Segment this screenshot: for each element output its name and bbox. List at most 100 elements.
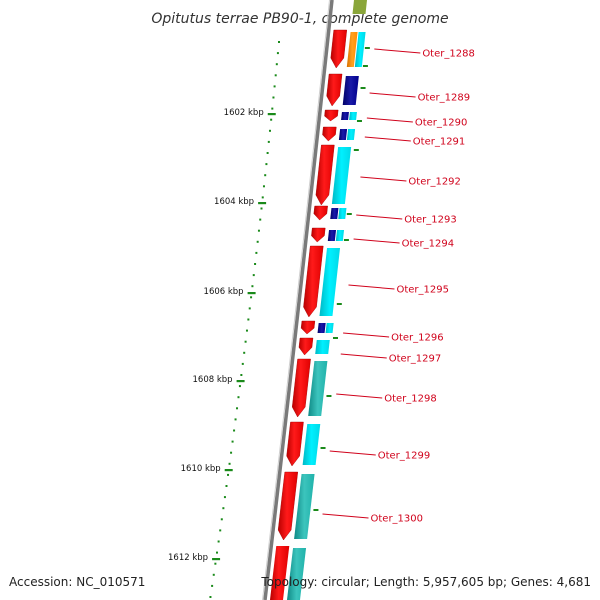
- gene-Oter_1290[interactable]: [324, 109, 357, 122]
- cds-arrow: [324, 109, 339, 122]
- gene-track: [270, 0, 367, 600]
- cog-tick: [313, 509, 319, 511]
- cds-arrow: [270, 546, 290, 600]
- cog-bar: [294, 474, 315, 539]
- gene-label[interactable]: Oter_1296: [391, 333, 444, 344]
- minor-tick: [273, 85, 276, 88]
- minor-tick: [248, 307, 251, 310]
- minor-tick: [266, 152, 269, 154]
- cog-bar: [331, 147, 352, 204]
- label-leader: [353, 238, 400, 244]
- gene-Oter_1295[interactable]: [303, 245, 341, 318]
- gene-Oter_1294[interactable]: [311, 227, 345, 243]
- gene-label[interactable]: Oter_1298: [384, 394, 437, 405]
- minor-tick: [241, 362, 244, 365]
- cog-bar: [335, 230, 345, 241]
- cog-tick: [320, 447, 326, 449]
- label-leader: [366, 117, 413, 123]
- gene-label[interactable]: Oter_1300: [371, 514, 424, 525]
- gene-label[interactable]: Oter_1294: [402, 239, 455, 250]
- label-leader: [364, 136, 411, 142]
- gene-Oter_1292[interactable]: [315, 144, 352, 206]
- major-tick: [212, 558, 221, 561]
- gene-Oter_1300[interactable]: [277, 471, 315, 541]
- cds-arrow: [322, 126, 337, 142]
- minor-tick: [262, 185, 265, 188]
- gene-label[interactable]: Oter_1289: [418, 93, 471, 104]
- gene-Oter_1288[interactable]: [330, 29, 366, 69]
- minor-tick: [240, 374, 243, 376]
- minor-tick: [255, 251, 258, 254]
- gene-Oter_1299[interactable]: [286, 421, 321, 467]
- gene-label[interactable]: Oter_1295: [396, 285, 449, 296]
- cog-bar: [325, 323, 334, 333]
- cog-bar: [308, 361, 328, 416]
- minor-tick: [237, 396, 240, 399]
- label-leader: [360, 176, 407, 182]
- cds-arrow: [313, 205, 328, 221]
- gene-Oter_1291[interactable]: [322, 126, 356, 142]
- label-leader: [340, 353, 387, 359]
- minor-tick: [260, 207, 263, 210]
- cog-tick: [356, 120, 362, 122]
- minor-tick: [271, 107, 274, 110]
- gene-label[interactable]: Oter_1288: [422, 49, 475, 60]
- map-title: Opitutus terrae PB90-1, complete genome: [151, 11, 448, 27]
- label-leader: [322, 513, 369, 519]
- minor-tick: [217, 540, 220, 543]
- cog-bar: [354, 32, 366, 67]
- label-leader: [343, 332, 390, 338]
- cog-bar: [349, 112, 357, 120]
- gene-Oter_1298[interactable]: [292, 358, 328, 418]
- topology-text: Topology: circular; Length: 5,957,605 bp…: [260, 575, 591, 589]
- gene-Oter_1289[interactable]: [326, 73, 359, 107]
- gene-label[interactable]: Oter_1292: [408, 177, 461, 188]
- cog-bar: [302, 424, 321, 465]
- cog-bar: [315, 340, 330, 354]
- minor-tick: [238, 385, 241, 388]
- minor-tick: [212, 573, 215, 576]
- cds-arrow: [326, 73, 343, 107]
- cds-arrow: [300, 320, 316, 335]
- major-tick: [247, 292, 256, 295]
- genome-backbone-shadow: [262, 0, 330, 600]
- cog-tick: [364, 47, 370, 49]
- gene-Oter_1296[interactable]: [300, 320, 334, 335]
- minor-tick: [254, 263, 257, 265]
- major-tick: [267, 113, 276, 116]
- minor-tick: [220, 518, 223, 521]
- gene-label[interactable]: Oter_1290: [415, 118, 468, 129]
- minor-tick: [243, 351, 246, 354]
- gene-label[interactable]: Oter_1297: [389, 354, 442, 365]
- gene-partial[interactable]: [270, 546, 307, 600]
- minor-tick: [227, 473, 230, 476]
- minor-tick: [274, 74, 277, 77]
- cds-arrow: [311, 227, 326, 243]
- scale-ticks: [209, 41, 370, 598]
- scale-label: 1606 kbp: [204, 287, 244, 297]
- cds-arrow: [315, 144, 335, 206]
- minor-tick: [222, 507, 225, 510]
- label-leader: [356, 214, 403, 220]
- gene-Oter_1293[interactable]: [313, 205, 347, 221]
- gene-label[interactable]: Oter_1291: [413, 137, 466, 148]
- scale-label: 1602 kbp: [224, 108, 264, 118]
- cds-arrow: [277, 471, 299, 541]
- minor-tick: [252, 274, 255, 277]
- minor-tick: [272, 96, 275, 99]
- label-leader: [369, 92, 416, 98]
- minor-tick: [219, 529, 222, 532]
- cog-bar: [330, 208, 339, 219]
- gene-label[interactable]: Oter_1299: [378, 451, 431, 462]
- minor-tick: [209, 596, 212, 598]
- minor-tick: [256, 240, 259, 243]
- gene-Oter_1297[interactable]: [298, 337, 330, 356]
- gene-label[interactable]: Oter_1293: [404, 215, 457, 226]
- label-leader: [336, 393, 383, 399]
- cog-bar: [346, 32, 358, 67]
- minor-tick: [234, 418, 237, 421]
- label-leader: [348, 284, 395, 290]
- cog-tick: [332, 337, 338, 339]
- cog-bar: [346, 129, 356, 140]
- scale-label: 1608 kbp: [193, 375, 233, 385]
